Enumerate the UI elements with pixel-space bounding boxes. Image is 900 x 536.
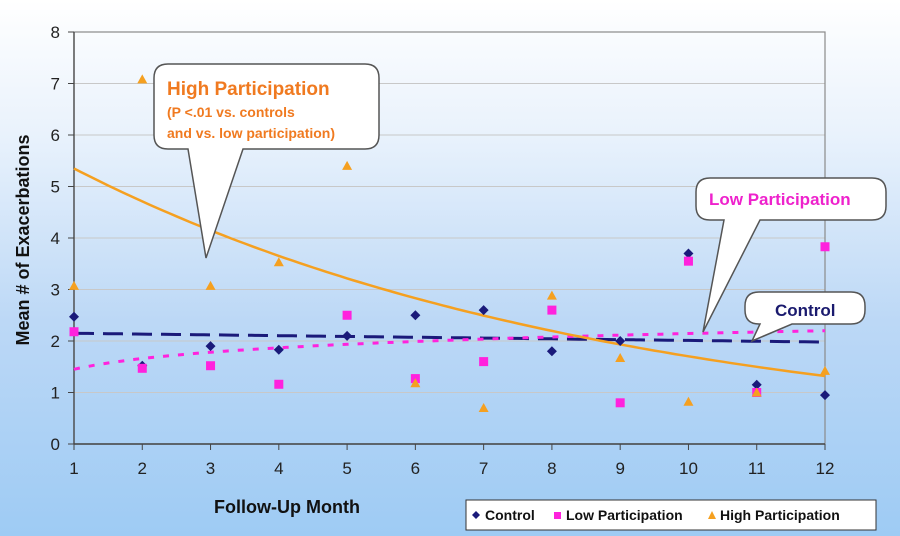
point-control [683,248,694,259]
x-tick-label: 9 [615,459,624,478]
point-control [751,379,762,390]
point-high-participation [69,280,79,290]
point-low-participation [274,379,284,389]
x-tick-label: 10 [679,459,698,478]
y-tick-label: 6 [51,126,60,145]
callout-control: Control [744,291,866,343]
x-tick-label: 11 [748,459,766,478]
point-low-participation [206,361,216,371]
point-high-participation [683,396,694,406]
y-tick-label: 8 [51,23,60,42]
trend-line-low-participation [73,329,826,371]
point-low-participation [342,310,352,320]
trend-line-control [73,331,825,344]
point-high-participation [751,387,762,397]
callout-text-high: High Participation [167,79,330,100]
callout-bubble-control [744,291,866,343]
point-control [615,336,626,346]
point-low-participation [683,256,693,266]
y-tick-label: 2 [51,332,60,351]
legend: Control Low Participation High Participa… [465,499,877,531]
legend-marker-low-participation [554,512,561,519]
y-tick-label: 1 [51,384,60,403]
x-tick-label: 5 [342,459,351,478]
point-high-participation [410,378,421,388]
callout-text-control: Control [775,301,835,320]
legend-label-low-participation: Low Participation [566,507,683,523]
point-low-participation [547,305,557,315]
callout-low: Low Participation [695,177,887,333]
point-control [820,390,830,401]
y-tick-label: 5 [51,178,60,197]
point-control [273,344,284,355]
point-low-participation [820,242,830,252]
trend-line-high-participation [73,167,826,378]
x-tick-label: 12 [816,459,835,478]
x-tick-labels: 1 2 3 4 5 6 7 8 9 10 11 12 [69,459,834,478]
x-tick-label: 1 [69,459,78,478]
data-points [69,74,830,412]
legend-marker-high-participation [708,511,716,519]
point-high-participation [546,290,557,300]
x-tick-label: 7 [479,459,488,478]
point-control [342,330,353,341]
point-high-participation [478,402,489,412]
trend-lines [73,167,826,378]
x-axis-title: Follow-Up Month [214,497,360,517]
point-high-participation [205,280,216,290]
point-low-participation [69,327,79,337]
legend-label-control: Control [485,507,535,523]
point-low-participation [137,363,147,373]
point-control [205,341,216,352]
x-tick-label: 3 [206,459,215,478]
point-high-participation [342,160,353,170]
x-tick-label: 8 [547,459,556,478]
callout-text-low: Low Participation [709,190,851,209]
callouts: High Participation (P <.01 vs. controls an… [153,63,887,343]
callout-text-high: (P <.01 vs. controls [167,104,295,120]
callout-high: High Participation (P <.01 vs. controls an… [153,63,380,259]
y-tick-label: 7 [51,75,60,94]
x-tick-label: 2 [138,459,147,478]
y-tick-labels: 0 1 2 3 4 5 6 7 8 [51,23,60,454]
y-axis-title: Mean # of Exacerbations [13,134,33,345]
x-tick-label: 4 [274,459,283,478]
y-tick-label: 0 [51,435,60,454]
legend-marker-control [472,511,480,519]
point-high-participation [137,74,148,84]
y-tick-label: 3 [51,281,60,300]
point-control [546,346,557,357]
callout-bubble-high [153,63,380,259]
point-high-participation [273,257,284,267]
callout-text-high: and vs. low participation) [167,125,335,141]
y-tick-label: 4 [51,229,60,248]
point-control [410,310,421,321]
point-high-participation [615,352,626,362]
callout-bubble-low [695,177,887,333]
axes [68,31,826,450]
point-low-participation [615,398,625,408]
point-control [69,311,79,322]
point-low-participation [479,357,489,367]
point-control [478,305,489,316]
point-high-participation [820,365,830,375]
x-tick-label: 6 [411,459,420,478]
legend-label-high-participation: High Participation [720,507,840,523]
